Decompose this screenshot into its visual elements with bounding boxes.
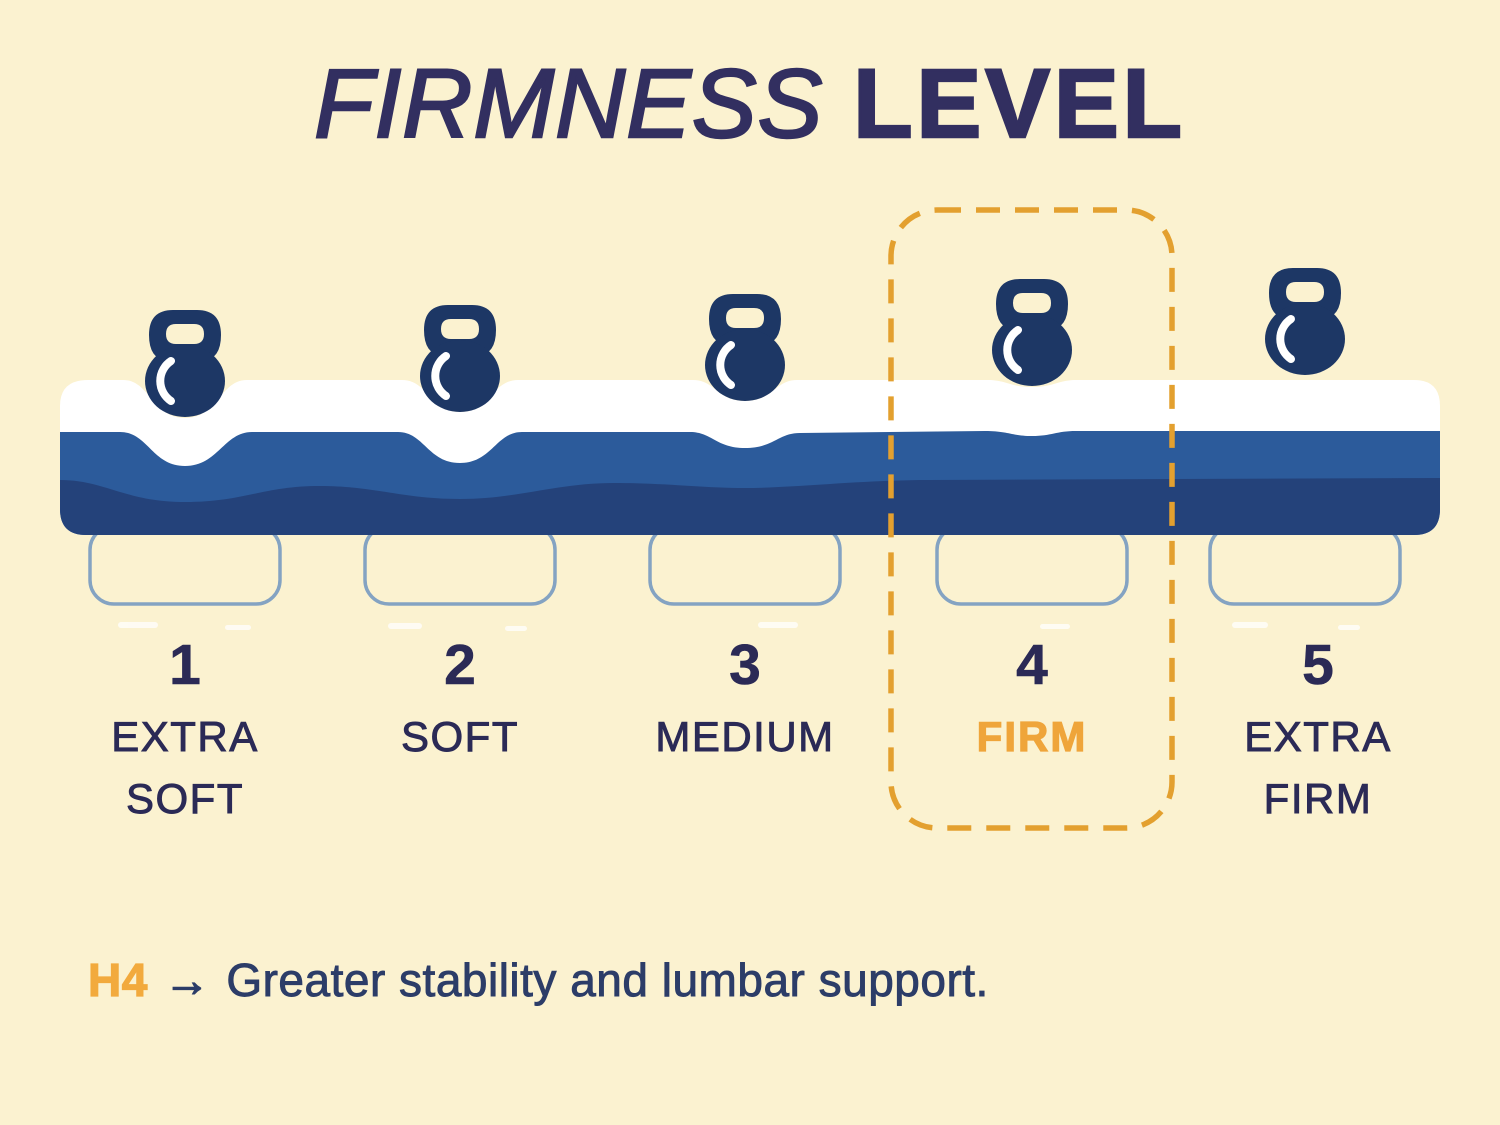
mattress-legs (88, 524, 1402, 606)
kettlebell-icon (420, 305, 500, 412)
mattress-leg (935, 524, 1129, 606)
kettlebell-icon (992, 279, 1072, 386)
right-arrow-icon: → (163, 953, 211, 1006)
floor-highlights (118, 622, 1360, 631)
mattress-leg (88, 524, 282, 606)
title-word-firmness: FIRMNESS (313, 48, 824, 159)
level-3-column: 3 MEDIUM (595, 630, 895, 768)
level-number: 2 (444, 633, 476, 698)
page-title: FIRMNESS LEVEL (0, 46, 1500, 162)
kettlebell-icon (705, 294, 785, 401)
level-2-column: 2 SOFT (310, 630, 610, 768)
kettlebell-icon (145, 310, 225, 417)
firm-highlight-box (888, 207, 1175, 831)
mattress-leg (648, 524, 842, 606)
level-label: SOFT (401, 713, 519, 761)
caption-text: Greater stability and lumbar support. (226, 954, 989, 1007)
level-4-column: 4 FIRM (882, 630, 1182, 768)
kettlebell-icon (1265, 268, 1345, 375)
caption-level-code: H4 (87, 953, 148, 1006)
level-5-column: 5 EXTRA FIRM (1168, 630, 1468, 830)
caption: H4 → Greater stability and lumbar support. (87, 950, 989, 1010)
level-1-column: 1 EXTRA SOFT (35, 630, 335, 830)
level-label-firm: FIRM (976, 712, 1088, 760)
level-number: 3 (729, 633, 761, 698)
mattress-base-layer (60, 478, 1440, 535)
level-number: 5 (1302, 633, 1334, 698)
title-word-level: LEVEL (852, 48, 1186, 160)
level-number: 4 (1016, 633, 1048, 698)
level-label: EXTRA FIRM (1244, 713, 1392, 823)
mattress-leg (1208, 524, 1402, 606)
level-label: EXTRA SOFT (111, 713, 259, 823)
level-number: 1 (169, 633, 201, 698)
level-label: MEDIUM (655, 713, 835, 761)
mattress-leg (363, 524, 557, 606)
